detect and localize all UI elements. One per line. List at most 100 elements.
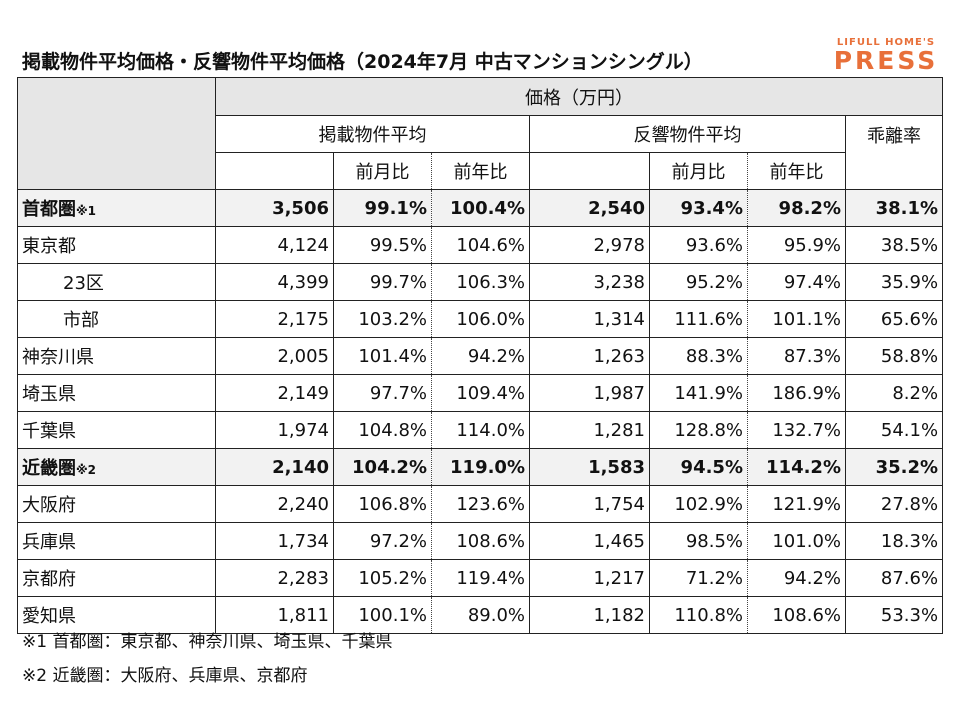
cell-divergence: 18.3% xyxy=(844,522,944,560)
row-label-note: ※2 xyxy=(76,463,97,477)
cell-inquiry: 1,182 xyxy=(529,596,650,634)
header-divergence: 乖離率 xyxy=(844,115,944,190)
page-title: 掲載物件平均価格・反響物件平均価格（2024年7月 中古マンションシングル） xyxy=(22,51,703,73)
cell-listed: 1,974 xyxy=(215,411,334,449)
row-label: 大阪府 xyxy=(17,485,216,523)
table-header: 価格（万円） 掲載物件平均 反響物件平均 乖離率 前月比 前年比 前月比 前年比 xyxy=(17,77,944,190)
cell-listed-yoy: 108.6% xyxy=(431,522,530,560)
row-label-text: 埼玉県 xyxy=(22,384,76,405)
cell-inquiry-yoy: 121.9% xyxy=(747,485,846,523)
row-label-text: 首都圏 xyxy=(22,199,76,220)
cell-listed-yoy: 119.4% xyxy=(431,559,530,597)
header-price: 価格（万円） xyxy=(214,77,944,116)
cell-inquiry-yoy: 95.9% xyxy=(747,226,846,264)
cell-inquiry: 1,281 xyxy=(529,411,650,449)
row-label: 首都圏※1 xyxy=(17,189,216,227)
cell-divergence: 35.2% xyxy=(844,448,944,486)
cell-divergence: 87.6% xyxy=(844,559,944,597)
cell-divergence: 38.1% xyxy=(844,189,944,227)
logo-top-text: LIFULL HOME'S xyxy=(836,37,936,48)
cell-listed-mom: 104.8% xyxy=(333,411,432,449)
row-label-text: 23区 xyxy=(63,273,104,294)
header-listed-avg: 掲載物件平均 xyxy=(215,115,530,153)
cell-inquiry: 1,465 xyxy=(529,522,650,560)
cell-listed-yoy: 106.3% xyxy=(431,263,530,301)
cell-listed-mom: 101.4% xyxy=(333,337,432,375)
footnote-1: ※1 首都圏：東京都、神奈川県、埼玉県、千葉県 xyxy=(22,632,393,652)
cell-inquiry-mom: 94.5% xyxy=(649,448,748,486)
row-label: 市部 xyxy=(17,300,216,338)
cell-listed: 2,149 xyxy=(215,374,334,412)
cell-listed-yoy: 94.2% xyxy=(431,337,530,375)
cell-listed-yoy: 114.0% xyxy=(431,411,530,449)
cell-inquiry-yoy: 132.7% xyxy=(747,411,846,449)
cell-listed-mom: 103.2% xyxy=(333,300,432,338)
cell-listed-yoy: 89.0% xyxy=(431,596,530,634)
row-label-text: 東京都 xyxy=(22,236,76,257)
cell-listed: 2,005 xyxy=(215,337,334,375)
row-label-text: 近畿圏 xyxy=(22,458,76,479)
cell-inquiry-yoy: 108.6% xyxy=(747,596,846,634)
cell-inquiry-yoy: 94.2% xyxy=(747,559,846,597)
cell-inquiry-mom: 93.4% xyxy=(649,189,748,227)
header-inquiry-blank xyxy=(529,152,650,190)
table-row: 兵庫県 1,734 97.2% 108.6% 1,465 98.5% 101.0% 18.3% xyxy=(17,522,944,560)
row-label-text: 千葉県 xyxy=(22,421,76,442)
cell-inquiry-yoy: 87.3% xyxy=(747,337,846,375)
header-listed-mom: 前月比 xyxy=(333,152,432,190)
row-label: 愛知県 xyxy=(17,596,216,634)
table-row: 埼玉県 2,149 97.7% 109.4% 1,987 141.9% 186.9% 8.2% xyxy=(17,374,944,412)
cell-listed: 4,124 xyxy=(215,226,334,264)
cell-divergence: 53.3% xyxy=(844,596,944,634)
cell-inquiry-mom: 128.8% xyxy=(649,411,748,449)
cell-listed: 2,140 xyxy=(215,448,334,486)
header-inquiry-mom: 前月比 xyxy=(649,152,748,190)
cell-listed-mom: 106.8% xyxy=(333,485,432,523)
cell-listed-mom: 97.7% xyxy=(333,374,432,412)
cell-inquiry: 1,754 xyxy=(529,485,650,523)
row-label-text: 愛知県 xyxy=(22,606,76,627)
header-corner xyxy=(17,77,216,190)
cell-listed-mom: 104.2% xyxy=(333,448,432,486)
table-row: 東京都 4,124 99.5% 104.6% 2,978 93.6% 95.9% 38.5% xyxy=(17,226,944,264)
cell-inquiry-yoy: 114.2% xyxy=(747,448,846,486)
row-label-text: 大阪府 xyxy=(22,495,76,516)
table-body: 首都圏※1 3,506 99.1% 100.4% 2,540 93.4% 98.2% 38.1… xyxy=(17,189,944,634)
table-row: 千葉県 1,974 104.8% 114.0% 1,281 128.8% 132.7% 54.… xyxy=(17,411,944,449)
cell-listed: 3,506 xyxy=(215,189,334,227)
cell-inquiry-yoy: 101.1% xyxy=(747,300,846,338)
cell-inquiry-yoy: 186.9% xyxy=(747,374,846,412)
cell-inquiry-mom: 71.2% xyxy=(649,559,748,597)
cell-inquiry-mom: 102.9% xyxy=(649,485,748,523)
cell-divergence: 8.2% xyxy=(844,374,944,412)
logo-main-text: PRESS xyxy=(833,46,939,75)
row-label: 埼玉県 xyxy=(17,374,216,412)
cell-listed: 4,399 xyxy=(215,263,334,301)
row-label: 兵庫県 xyxy=(17,522,216,560)
cell-listed-mom: 99.1% xyxy=(333,189,432,227)
cell-inquiry: 3,238 xyxy=(529,263,650,301)
cell-inquiry: 1,263 xyxy=(529,337,650,375)
table-row: 愛知県 1,811 100.1% 89.0% 1,182 110.8% 108.6% 53.3… xyxy=(17,596,944,634)
table-row: 神奈川県 2,005 101.4% 94.2% 1,263 88.3% 87.3% 58.8% xyxy=(17,337,944,375)
row-label: 東京都 xyxy=(17,226,216,264)
row-label-text: 兵庫県 xyxy=(22,532,76,553)
cell-listed: 2,240 xyxy=(215,485,334,523)
header-listed-yoy: 前年比 xyxy=(431,152,530,190)
row-label: 神奈川県 xyxy=(17,337,216,375)
header-inquiry-avg: 反響物件平均 xyxy=(529,115,846,153)
cell-inquiry-mom: 93.6% xyxy=(649,226,748,264)
cell-listed: 1,811 xyxy=(215,596,334,634)
cell-inquiry-yoy: 98.2% xyxy=(747,189,846,227)
table-row: 首都圏※1 3,506 99.1% 100.4% 2,540 93.4% 98.2% 38.1… xyxy=(17,189,944,227)
price-table: 価格（万円） 掲載物件平均 反響物件平均 乖離率 前月比 前年比 前月比 前年比… xyxy=(17,77,944,634)
cell-listed-yoy: 100.4% xyxy=(431,189,530,227)
cell-listed: 2,283 xyxy=(215,559,334,597)
cell-divergence: 54.1% xyxy=(844,411,944,449)
row-label-text: 神奈川県 xyxy=(22,347,94,368)
cell-inquiry: 1,314 xyxy=(529,300,650,338)
cell-listed-mom: 100.1% xyxy=(333,596,432,634)
row-label-text: 京都府 xyxy=(22,569,76,590)
row-label: 京都府 xyxy=(17,559,216,597)
cell-divergence: 65.6% xyxy=(844,300,944,338)
